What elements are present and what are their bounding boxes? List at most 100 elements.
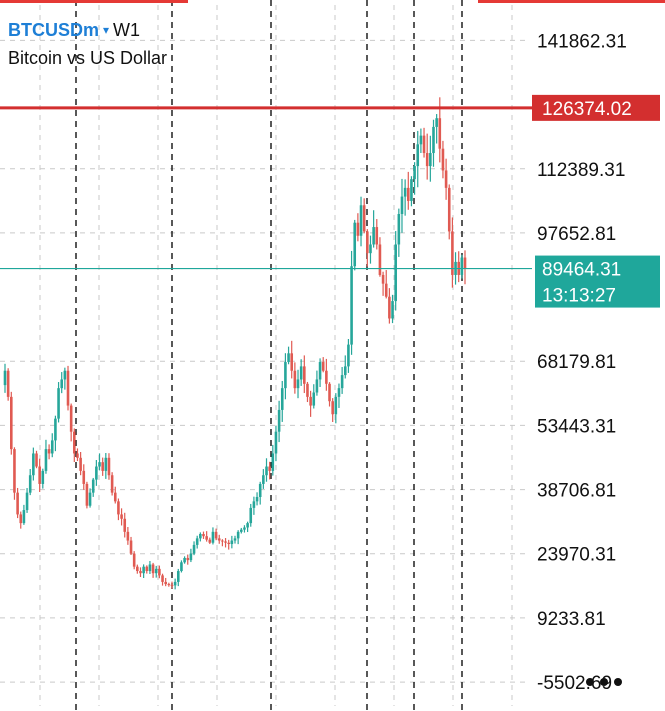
- candle-body: [359, 205, 363, 236]
- candle-body: [435, 118, 438, 127]
- candle-body: [315, 379, 319, 393]
- candle-body: [463, 257, 467, 269]
- price-axis-label: 68179.81: [537, 352, 616, 373]
- candle-body: [340, 375, 344, 389]
- candle-body: [113, 492, 117, 502]
- candle-body: [192, 544, 196, 554]
- candle-body: [170, 584, 174, 586]
- symbol-header[interactable]: BTCUSDm ▾ W1: [8, 19, 140, 41]
- candle-body: [258, 483, 262, 498]
- candle-body: [214, 531, 218, 539]
- candle-body: [183, 557, 186, 563]
- candle-body: [211, 531, 215, 543]
- candle-body: [110, 475, 114, 493]
- candle-body: [35, 453, 38, 467]
- chevron-down-icon[interactable]: ▾: [103, 23, 110, 37]
- price-axis-label: 9233.81: [537, 609, 606, 630]
- candle-body: [101, 462, 104, 471]
- candle-body: [151, 564, 155, 574]
- candle-body: [176, 571, 180, 582]
- symbol-ticker[interactable]: BTCUSDm: [8, 20, 100, 40]
- candle-body: [362, 205, 366, 232]
- candle-body: [142, 566, 145, 574]
- candle-body: [25, 492, 29, 511]
- candle-body: [199, 534, 202, 539]
- candle-body: [447, 187, 451, 232]
- candle-body: [126, 531, 130, 541]
- candle-body: [154, 568, 158, 574]
- candle-body: [221, 540, 224, 542]
- candle-body: [416, 144, 420, 167]
- candle-body: [79, 457, 82, 471]
- candle-body: [164, 581, 167, 585]
- candle-body: [227, 542, 230, 545]
- candle-body: [6, 370, 10, 397]
- candle-body: [54, 418, 57, 441]
- candle-body: [98, 462, 101, 467]
- candle-body: [460, 257, 464, 275]
- candle-body: [139, 571, 142, 574]
- candle-body: [451, 231, 454, 275]
- candle-body: [3, 370, 7, 386]
- candle-body: [136, 566, 139, 572]
- candle-body: [10, 396, 13, 450]
- candle-body: [195, 538, 199, 545]
- candle-body: [161, 575, 164, 582]
- candle-body: [148, 564, 152, 572]
- period-separators: [75, 0, 463, 711]
- candle-body: [397, 213, 401, 245]
- horizontal-level[interactable]: 126374.02 89464.31 13:13:27: [0, 94, 660, 308]
- price-axis-label: 23970.31: [537, 545, 616, 566]
- candle-body: [44, 449, 48, 471]
- top-accent-bar-left: [0, 0, 188, 3]
- more-horizontal-icon[interactable]: [580, 672, 628, 692]
- candle-body: [236, 531, 240, 539]
- candle-body: [391, 301, 394, 319]
- candle-body: [63, 370, 67, 380]
- candle-body: [372, 227, 375, 245]
- candle-body: [328, 383, 331, 402]
- candle-body: [321, 362, 325, 371]
- candle-body: [343, 366, 347, 376]
- level-label-box: [532, 94, 660, 121]
- price-axis: 141862.31 112389.31 97652.81 68179.81 53443.…: [537, 31, 627, 694]
- candle-body: [107, 457, 111, 476]
- candle-body: [438, 118, 442, 149]
- timeframe-label[interactable]: W1: [113, 20, 141, 40]
- candle-body: [306, 383, 309, 397]
- chart-grid: [0, 5, 530, 706]
- candle-body: [173, 581, 177, 586]
- candle-body: [202, 534, 205, 537]
- candle-body: [208, 539, 212, 543]
- candle-body: [13, 449, 16, 493]
- candle-body: [82, 470, 86, 484]
- candle-body: [123, 518, 127, 532]
- candle-body: [271, 453, 275, 471]
- price-axis-label: 97652.81: [537, 224, 616, 245]
- candle-body: [388, 296, 391, 319]
- candle-body: [444, 170, 448, 188]
- candle-body: [252, 501, 256, 508]
- candle-body: [318, 362, 322, 380]
- candle-body: [406, 187, 410, 201]
- candle-body: [403, 187, 407, 197]
- price-axis-label: 53443.31: [537, 416, 616, 437]
- candle-body: [262, 475, 265, 484]
- candle-body: [60, 379, 64, 389]
- candle-body: [299, 366, 303, 380]
- candle-body: [32, 453, 35, 476]
- candle-body: [384, 283, 388, 297]
- candle-body: [95, 466, 98, 480]
- candle-body: [419, 135, 423, 145]
- candle-body: [303, 366, 306, 384]
- candle-body: [186, 557, 190, 561]
- candles: [3, 97, 467, 590]
- candle-body: [69, 405, 73, 432]
- candle-body: [350, 266, 353, 345]
- candle-body: [284, 362, 287, 389]
- candle-body: [312, 392, 316, 406]
- candle-body: [129, 540, 133, 554]
- candle-body: [378, 244, 382, 275]
- candle-body: [16, 492, 19, 515]
